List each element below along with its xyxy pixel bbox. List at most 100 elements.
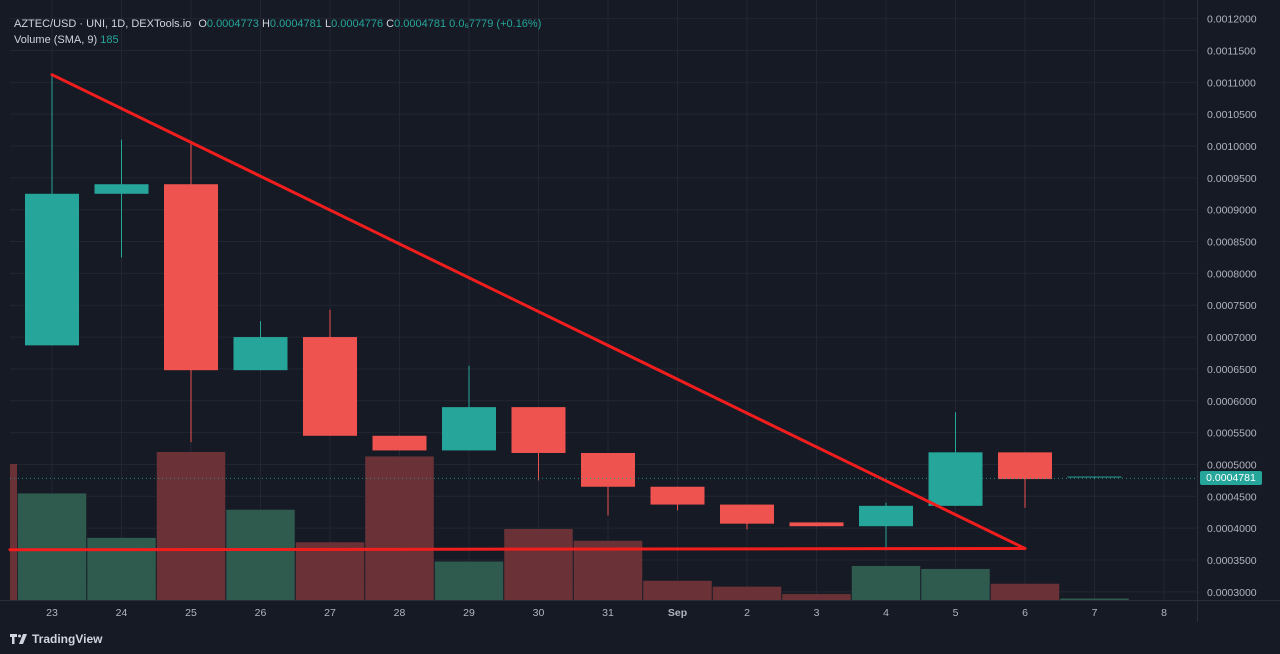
close-label: C	[386, 18, 395, 30]
x-tick-label: 29	[463, 607, 475, 619]
high-value: 0.0004781	[269, 18, 322, 30]
candle-body	[164, 184, 218, 371]
low-value: 0.0004776	[331, 18, 384, 30]
candles	[25, 74, 1122, 551]
volume-bar	[712, 586, 782, 600]
candle	[928, 412, 983, 506]
y-tick-label: 0.0004500	[1207, 491, 1257, 503]
candle-body	[442, 407, 496, 451]
y-tick-label: 0.0009000	[1207, 205, 1257, 217]
candle	[720, 504, 774, 530]
y-tick-label: 0.0010000	[1207, 141, 1257, 153]
candle-body	[789, 522, 844, 527]
volume-bar	[226, 509, 295, 600]
candle	[94, 139, 149, 258]
volume-bars	[10, 452, 1129, 600]
candle-body	[859, 505, 913, 527]
candle	[581, 452, 635, 516]
candle	[164, 142, 218, 443]
y-tick-label: 0.0009500	[1207, 173, 1257, 185]
x-tick-label: 26	[255, 607, 267, 619]
chart-axes: 0.0003000 0.0003500 0.0004000 0.0004500 0.00…	[0, 0, 1280, 622]
x-tick-label: 5	[953, 607, 959, 619]
x-tick-label: Sep	[668, 607, 687, 619]
chart-legend: AZTEC/USD · UNI, 1D, DEXTools.io O0.0004…	[14, 16, 541, 48]
volume-bar	[434, 561, 504, 600]
candle	[859, 502, 913, 551]
volume-label[interactable]: Volume (SMA, 9)	[14, 34, 98, 46]
x-tick-label: 3	[814, 607, 820, 619]
x-tick-label: 8	[1161, 607, 1167, 619]
change-value: 0.0₆7779 (+0.16%)	[449, 18, 542, 30]
y-tick-label: 0.0011000	[1207, 77, 1256, 89]
candle	[233, 321, 288, 371]
volume-bar	[295, 542, 365, 600]
volume-value: 185	[100, 34, 119, 46]
y-tick-label: 0.0006500	[1207, 364, 1257, 376]
x-tick-label: 25	[185, 607, 197, 619]
y-tick-label: 0.0008000	[1207, 268, 1257, 280]
y-tick-label: 0.0004000	[1207, 523, 1257, 535]
x-tick-label: 30	[533, 607, 545, 619]
volume-row: Volume (SMA, 9) 185	[14, 32, 541, 48]
x-tick-label: 31	[602, 607, 614, 619]
y-tick-label: 0.0005500	[1207, 428, 1257, 440]
trendlines	[8, 73, 1197, 552]
volume-bar	[156, 452, 226, 600]
low-label: L	[324, 18, 332, 30]
candle	[303, 309, 357, 436]
x-tick-label: 7	[1092, 607, 1098, 619]
ohlc-row: AZTEC/USD · UNI, 1D, DEXTools.io O0.0004…	[14, 16, 541, 32]
candle-body	[233, 337, 288, 371]
candle-body	[25, 193, 79, 346]
candle	[998, 452, 1052, 508]
volume-bar	[17, 493, 87, 600]
volume-bar	[851, 565, 921, 600]
y-tick-label: 0.0008500	[1207, 237, 1257, 249]
volume-bar	[365, 456, 434, 600]
candle-body	[581, 452, 635, 487]
candle-body	[1067, 476, 1122, 478]
x-tick-label: 27	[324, 607, 336, 619]
y-tick-label: 0.0011500	[1207, 45, 1256, 57]
tradingview-brand[interactable]: TradingView	[10, 632, 102, 646]
candle-body	[303, 337, 357, 436]
candle-body	[928, 452, 983, 506]
volume-bar	[87, 537, 156, 600]
trendline	[50, 73, 1027, 551]
volume-bar	[782, 594, 851, 600]
volume-bar	[573, 540, 643, 600]
x-tick-label: 2	[744, 607, 750, 619]
candle	[25, 74, 79, 346]
x-tick-label: 28	[394, 607, 406, 619]
open-label: O	[198, 18, 207, 30]
open-value: 0.0004773	[206, 18, 259, 30]
candle-body	[94, 184, 149, 194]
candle	[372, 435, 427, 451]
close-value: 0.0004781	[394, 18, 447, 30]
volume-bar	[504, 528, 573, 600]
last-price-tag: 0.0004781	[1200, 471, 1262, 486]
x-tick-label: 24	[116, 607, 128, 619]
candle	[511, 407, 566, 481]
y-tick-label: 0.0003000	[1207, 587, 1257, 599]
volume-bar	[990, 583, 1060, 600]
volume-bar	[10, 464, 17, 600]
trendline	[8, 547, 1027, 552]
candle	[650, 486, 705, 511]
candle-body	[720, 504, 774, 524]
volume-bar	[1060, 598, 1129, 600]
y-tick-label: 0.0005000	[1207, 459, 1257, 471]
candle-body	[372, 435, 427, 451]
volume-bar	[921, 568, 990, 600]
symbol-label[interactable]: AZTEC/USD · UNI, 1D, DEXTools.io	[14, 18, 192, 30]
brand-name: TradingView	[32, 632, 103, 646]
volume-bar	[643, 580, 712, 600]
y-tick-label: 0.0006000	[1207, 396, 1257, 408]
y-tick-label: 0.0010500	[1207, 109, 1257, 121]
x-tick-label: 23	[46, 607, 58, 619]
candle-body	[998, 452, 1052, 480]
candle	[442, 365, 496, 451]
y-tick-label: 0.0012000	[1207, 14, 1257, 26]
